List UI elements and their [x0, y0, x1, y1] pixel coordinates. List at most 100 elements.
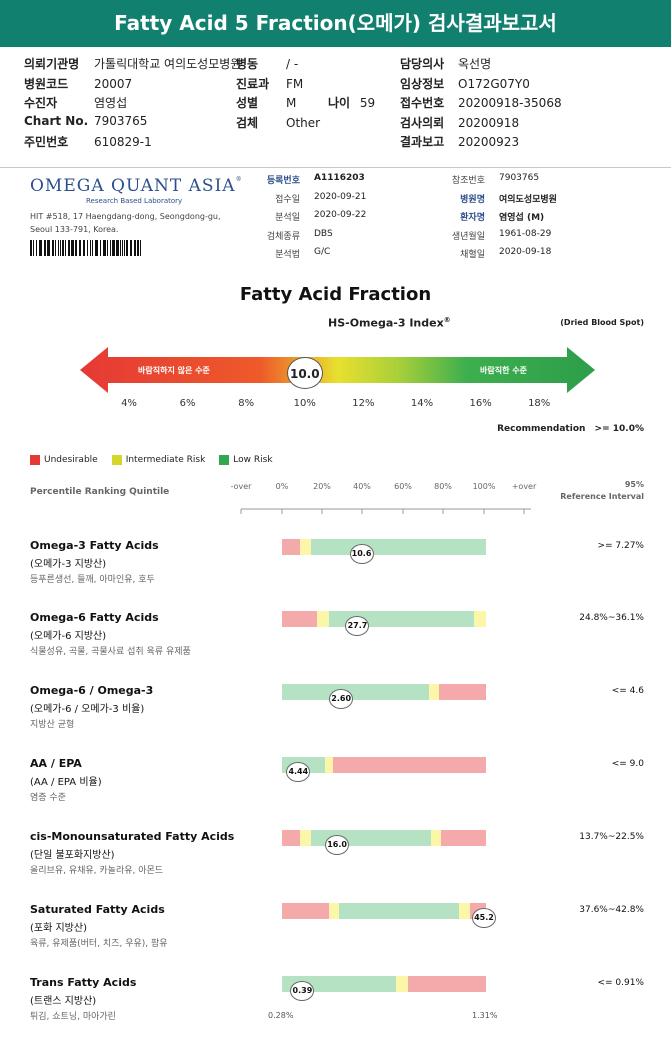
patient-field-label: 임상정보: [400, 76, 445, 91]
barcode-bar: [71, 240, 74, 256]
barcode-bar: [140, 240, 141, 256]
barcode-bar: [79, 240, 81, 256]
legend-label: Low Risk: [233, 455, 273, 465]
bar-segment: [282, 611, 317, 627]
patient-field: 병동 / -: [236, 55, 298, 72]
fatty-acid-name: Trans Fatty Acids: [30, 976, 137, 989]
lab-logo: OMEGA QUANT ASIA®: [30, 176, 243, 196]
bar-segment: [439, 684, 486, 700]
patient-col-2: 병동 / - 진료과 FM 성별 M 검체 Other: [236, 55, 386, 155]
patient-field-label: 병동: [236, 57, 259, 71]
quintile-bar: [282, 684, 486, 700]
legend-label: Intermediate Risk: [125, 455, 206, 465]
barcode-bar: [52, 240, 54, 256]
barcode-bar: [134, 240, 136, 256]
bar-segment: [282, 903, 329, 919]
patient-field-label: 병원코드: [24, 76, 69, 91]
lab-field-value: 2020-09-22: [314, 210, 367, 220]
patient-field: 검체 Other: [236, 114, 320, 131]
quintile-bar: [282, 976, 486, 992]
trans-scale-max: 1.31%: [472, 1011, 498, 1020]
bar-segment: [282, 684, 429, 700]
lab-field-value: G/C: [314, 247, 331, 257]
lab-field-value: 염영섭 (M): [499, 213, 545, 223]
barcode-bar: [130, 240, 132, 256]
patient-field-value: / -: [286, 57, 299, 71]
barcode-bar: [68, 240, 70, 256]
fatty-acid-sources: 지방산 균형: [30, 720, 75, 730]
bar-segment: [459, 903, 470, 919]
index-subtitle-text: HS-Omega-3 Index: [328, 316, 444, 330]
patient-field: 담당의사 옥선명: [400, 55, 491, 72]
lab-field-label: 생년월일: [451, 231, 485, 242]
patient-field: 결과보고 20200923: [400, 133, 519, 150]
age-label: 나이: [328, 96, 351, 110]
fatty-acid-sources: 염증 수준: [30, 793, 66, 803]
lab-field-value: 1961-08-29: [499, 228, 552, 239]
bar-segment: [428, 684, 440, 700]
percentile-tick-label: 80%: [434, 482, 452, 491]
barcode-bar: [58, 240, 59, 256]
index-tick-label: 16%: [469, 398, 492, 409]
patient-field: 수진자 염영섭: [24, 94, 127, 111]
barcode-bar: [36, 240, 37, 256]
index-tick-label: 18%: [528, 398, 551, 409]
index-tick-label: 14%: [410, 398, 434, 409]
barcode-bar: [137, 240, 139, 256]
result-marker: 27.7: [345, 616, 370, 636]
patient-field-label: 검사의뢰: [400, 115, 445, 130]
barcode-bar: [122, 240, 123, 256]
reference-interval: 13.7%~22.5%: [579, 832, 644, 842]
patient-field-label: 수진자: [24, 96, 58, 110]
lab-field-label: 접수일: [275, 194, 300, 205]
fatty-acid-korean: (단일 불포화지방산): [30, 850, 115, 861]
lab-info-left: 등록번호 A1116203 접수일 2020-09-21 분석일 2020-09-22 검체…: [230, 173, 410, 263]
barcode-bar: [30, 240, 32, 256]
reference-interval: <= 9.0: [611, 759, 644, 769]
bar-segment: [408, 976, 486, 992]
patient-field: Chart No. 7903765: [24, 114, 147, 128]
patient-field: 검사의뢰 20200918: [400, 114, 519, 131]
patient-col-3: 담당의사 옥선명 임상정보 O172G07Y0 접수번호 20200918-35068 검사…: [400, 55, 630, 155]
barcode-bar: [116, 240, 119, 256]
fatty-acid-korean: (포화 지방산): [30, 923, 87, 934]
undesirable-zone-label: 바람직하지 않은 수준: [138, 366, 210, 375]
section-divider: [0, 167, 671, 168]
index-tick-label: 10%: [293, 398, 316, 409]
bar-segment: [469, 903, 486, 919]
index-arrow-scale: [80, 347, 595, 393]
fatty-acid-name: Omega-6 / Omega-3: [30, 684, 154, 697]
recommendation-value: >= 10.0%: [594, 424, 644, 434]
bar-segment: [324, 757, 333, 773]
patient-field-label: 성별: [236, 96, 259, 110]
legend-swatch: [219, 455, 230, 465]
legend-label: Undesirable: [44, 455, 98, 465]
omega3-index-subtitle: HS-Omega-3 Index®: [328, 316, 451, 330]
patient-col-1: 의뢰기관명 가톨릭대학교 여의도성모병원 병원코드 20007 수진자 염영섭 Chart …: [24, 55, 244, 155]
fatty-acid-korean: (오메가-6 / 오메가-3 비율): [30, 704, 145, 715]
index-ticks: 4% 6% 8% 10% 12% 14% 16% 18%: [0, 398, 671, 414]
patient-field-value: FM: [286, 76, 304, 91]
fatty-acid-name: Omega-3 Fatty Acids: [30, 539, 159, 552]
desirable-zone-label: 바람직한 수준: [480, 366, 527, 375]
patient-field-label: 검체: [236, 115, 259, 130]
ref-header-1: 95%: [624, 480, 644, 489]
bar-segment: [316, 611, 329, 627]
bar-segment: [328, 903, 340, 919]
barcode-bar: [120, 240, 121, 256]
barcode-bar: [112, 240, 115, 256]
quintile-bar: [282, 611, 486, 627]
percentile-tick-label: 0%: [275, 482, 289, 491]
result-marker: 4.44: [286, 762, 311, 782]
reference-interval: <= 4.6: [611, 686, 644, 696]
index-tick-label: 12%: [352, 398, 375, 409]
quintile-bar: [282, 830, 486, 846]
recommendation: Recommendation >= 10.0%: [440, 424, 644, 434]
fatty-acid-name: cis-Monounsaturated Fatty Acids: [30, 830, 235, 843]
percentile-tick-label: -over: [230, 482, 252, 491]
lab-field-value: 여의도성모병원: [499, 194, 557, 205]
bar-segment: [328, 611, 474, 627]
bar-segment: [282, 976, 397, 992]
trans-scale-min: 0.28%: [268, 1011, 294, 1020]
patient-field: 임상정보 O172G07Y0: [400, 75, 530, 92]
